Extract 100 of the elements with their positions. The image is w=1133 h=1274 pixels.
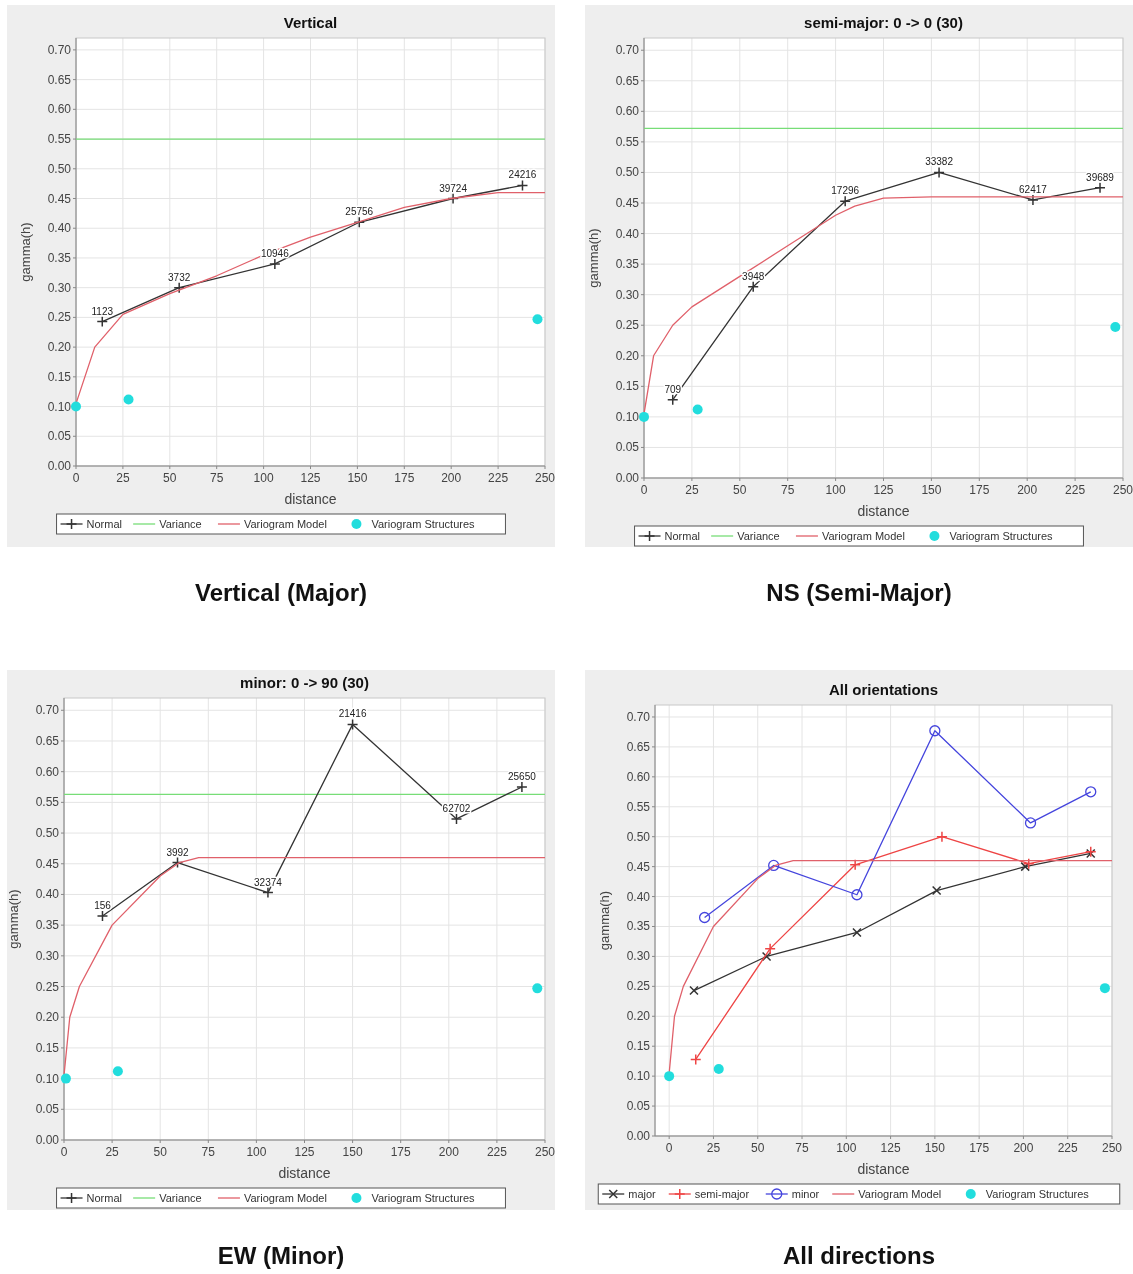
point bbox=[346, 718, 359, 731]
x-tick-label: 250 bbox=[534, 1145, 556, 1159]
y-tick-label: 0.50 bbox=[35, 826, 60, 841]
y-tick-label: 0.35 bbox=[615, 257, 640, 272]
legend-label: semi-major bbox=[694, 1188, 750, 1200]
x-tick-label: 100 bbox=[836, 1141, 857, 1155]
point bbox=[450, 813, 463, 825]
point bbox=[851, 889, 863, 901]
y-tick-label: 0.55 bbox=[615, 134, 640, 149]
y-tick-label: 0.05 bbox=[615, 440, 640, 455]
x-tick-label: 125 bbox=[294, 1145, 315, 1159]
point bbox=[936, 830, 948, 843]
annotation: 25756 bbox=[345, 206, 374, 218]
annotation: 3992 bbox=[166, 846, 190, 858]
x-tick-label: 125 bbox=[880, 1141, 901, 1155]
y-tick-label: 0.50 bbox=[626, 829, 651, 844]
y-tick-label: 0.30 bbox=[35, 948, 60, 963]
x-tick-label: 175 bbox=[390, 1145, 412, 1159]
x-tick-label: 100 bbox=[246, 1145, 267, 1159]
annotation: 156 bbox=[94, 899, 112, 911]
x-tick-label: 150 bbox=[921, 483, 942, 497]
point bbox=[532, 314, 543, 325]
y-tick-label: 0.45 bbox=[47, 191, 72, 206]
y-tick-label: 0.00 bbox=[47, 459, 72, 473]
y-tick-label: 0.30 bbox=[615, 287, 640, 302]
point bbox=[768, 859, 780, 872]
point bbox=[1023, 857, 1035, 870]
legend-label: Variogram Structures bbox=[949, 530, 1054, 542]
y-tick-label: 0.10 bbox=[626, 1069, 651, 1084]
y-tick-label: 0.15 bbox=[47, 369, 72, 384]
point bbox=[689, 985, 699, 996]
chart-title: Vertical bbox=[283, 14, 338, 31]
y-tick-label: 0.05 bbox=[626, 1099, 651, 1114]
x-tick-label: 225 bbox=[486, 1145, 508, 1159]
legend-label: Variance bbox=[737, 530, 780, 542]
y-tick-label: 0.70 bbox=[47, 42, 72, 57]
x-tick-label: 125 bbox=[873, 483, 894, 497]
y-tick-label: 0.25 bbox=[626, 979, 651, 994]
point bbox=[1085, 786, 1097, 798]
y-tick-label: 0.40 bbox=[47, 221, 72, 236]
y-tick-label: 0.65 bbox=[626, 739, 651, 754]
point bbox=[698, 911, 711, 924]
point bbox=[1094, 181, 1106, 194]
y-tick-label: 0.10 bbox=[35, 1071, 60, 1086]
y-tick-label: 0.60 bbox=[615, 104, 640, 119]
x-tick-label: 175 bbox=[969, 483, 990, 497]
point bbox=[1099, 983, 1110, 994]
text: Vertical (Major) bbox=[194, 579, 368, 606]
y-tick-label: 0.35 bbox=[626, 919, 651, 934]
y-tick-label: 0.25 bbox=[615, 318, 640, 333]
x-axis-title: distance bbox=[278, 1165, 331, 1181]
y-tick-label: 0.65 bbox=[35, 733, 60, 748]
legend-label: Variogram Model bbox=[243, 1192, 327, 1204]
y-tick-label: 0.65 bbox=[47, 72, 72, 87]
y-tick-label: 0.70 bbox=[626, 709, 651, 724]
point bbox=[269, 258, 281, 270]
x-tick-label: 50 bbox=[153, 1145, 168, 1159]
x-axis-title: distance bbox=[857, 503, 910, 519]
point bbox=[666, 394, 679, 406]
point bbox=[516, 781, 528, 793]
legend-label: Variogram Model bbox=[243, 518, 327, 530]
x-tick-label: 200 bbox=[1017, 483, 1038, 497]
x-tick-label: 250 bbox=[1112, 483, 1133, 497]
legend-label: minor bbox=[791, 1188, 820, 1200]
x-tick-label: 150 bbox=[342, 1145, 363, 1159]
y-tick-label: 0.30 bbox=[626, 949, 651, 964]
x-tick-label: 50 bbox=[733, 483, 747, 497]
point bbox=[112, 1066, 123, 1077]
y-tick-label: 0.20 bbox=[626, 1009, 651, 1024]
chart-title: minor: 0 -> 90 (30) bbox=[240, 674, 369, 691]
x-tick-label: 75 bbox=[210, 471, 224, 485]
point bbox=[929, 725, 941, 737]
y-tick-label: 0.45 bbox=[615, 196, 640, 210]
y-tick-label: 0.55 bbox=[626, 799, 651, 814]
x-axis-title: distance bbox=[857, 1161, 910, 1177]
y-tick-label: 0.10 bbox=[47, 399, 72, 414]
point bbox=[173, 281, 185, 294]
legend-label: Normal bbox=[664, 530, 700, 542]
x-tick-label: 175 bbox=[394, 471, 415, 485]
annotation: 39724 bbox=[439, 182, 468, 194]
point bbox=[933, 166, 945, 179]
legend-label: Variogram Structures bbox=[371, 518, 476, 530]
y-axis-title: gamma(h) bbox=[586, 228, 601, 288]
point bbox=[664, 1071, 675, 1082]
point bbox=[713, 1063, 724, 1074]
chart-title: semi-major: 0 -> 0 (30) bbox=[804, 14, 963, 31]
y-axis-title: gamma(h) bbox=[6, 889, 21, 949]
x-tick-label: 200 bbox=[438, 1145, 460, 1159]
y-tick-label: 0.35 bbox=[35, 918, 60, 933]
y-tick-label: 0.50 bbox=[615, 165, 640, 180]
y-tick-label: 0.15 bbox=[35, 1040, 60, 1055]
x-tick-label: 25 bbox=[116, 471, 130, 485]
y-tick-label: 0.70 bbox=[35, 703, 60, 718]
y-tick-label: 0.00 bbox=[615, 471, 640, 485]
x-tick-label: 225 bbox=[1065, 483, 1086, 497]
x-tick-label: 200 bbox=[441, 471, 462, 485]
x-tick-label: 150 bbox=[347, 471, 368, 485]
x-axis-title: distance bbox=[284, 491, 337, 507]
y-tick-label: 0.65 bbox=[615, 73, 640, 88]
y-tick-label: 0.40 bbox=[615, 226, 640, 241]
